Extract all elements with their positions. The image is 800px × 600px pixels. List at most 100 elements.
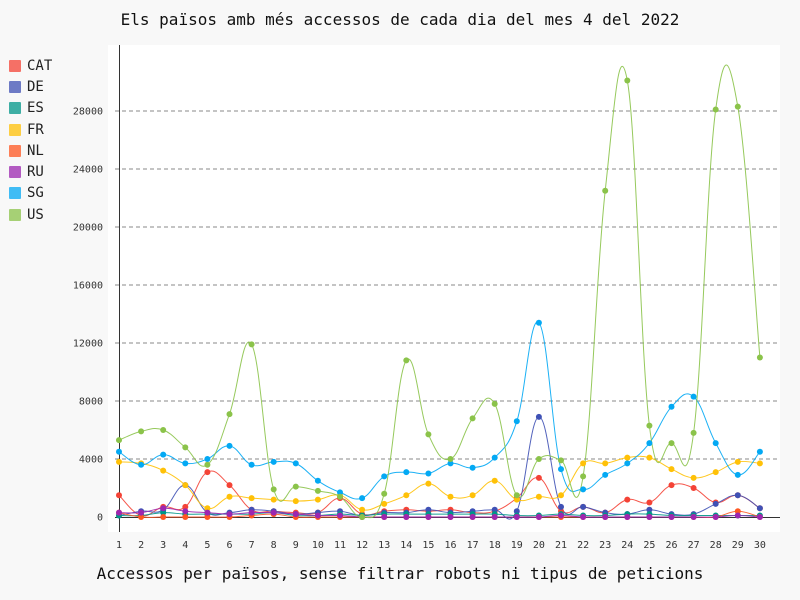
data-point-sg[interactable] [292, 460, 299, 467]
data-point-sg[interactable] [138, 461, 145, 468]
data-point-us[interactable] [491, 400, 498, 407]
data-point-sg[interactable] [359, 495, 366, 502]
legend-item-fr[interactable]: FR [9, 119, 52, 140]
data-point-sg[interactable] [712, 440, 719, 447]
data-point-nl[interactable] [182, 514, 189, 520]
data-point-us[interactable] [535, 456, 542, 462]
data-point-ru[interactable] [314, 512, 321, 519]
data-point-de[interactable] [491, 506, 498, 513]
data-point-ru[interactable] [425, 514, 432, 520]
data-point-ru[interactable] [624, 514, 631, 520]
legend-item-us[interactable]: US [9, 204, 52, 225]
data-point-cat[interactable] [690, 485, 697, 491]
data-point-de[interactable] [580, 503, 587, 510]
data-point-us[interactable] [182, 444, 189, 451]
data-point-us[interactable] [292, 483, 299, 490]
data-point-fr[interactable] [712, 469, 719, 476]
data-point-nl[interactable] [138, 514, 145, 520]
data-point-us[interactable] [602, 187, 609, 194]
data-point-cat[interactable] [204, 469, 211, 476]
data-point-fr[interactable] [535, 493, 542, 500]
data-point-cat[interactable] [116, 492, 122, 499]
data-point-nl[interactable] [734, 508, 741, 515]
data-point-sg[interactable] [513, 418, 520, 425]
data-point-fr[interactable] [580, 460, 587, 467]
data-point-sg[interactable] [381, 473, 388, 480]
data-point-cat[interactable] [668, 482, 675, 489]
data-point-ru[interactable] [756, 514, 763, 520]
data-point-fr[interactable] [270, 496, 277, 503]
data-point-sg[interactable] [491, 454, 498, 461]
data-point-fr[interactable] [690, 474, 697, 481]
data-point-us[interactable] [381, 490, 388, 497]
data-point-fr[interactable] [734, 458, 741, 465]
legend-item-ru[interactable]: RU [9, 161, 52, 182]
data-point-sg[interactable] [226, 442, 233, 449]
data-point-fr[interactable] [160, 467, 167, 474]
data-point-sg[interactable] [182, 460, 189, 467]
data-point-us[interactable] [646, 422, 653, 429]
data-point-sg[interactable] [116, 448, 122, 455]
data-point-ru[interactable] [602, 514, 609, 520]
data-point-sg[interactable] [469, 464, 476, 471]
data-point-us[interactable] [226, 411, 233, 418]
data-point-fr[interactable] [226, 493, 233, 500]
data-point-sg[interactable] [270, 458, 277, 465]
data-point-ru[interactable] [160, 505, 167, 512]
data-point-ru[interactable] [535, 514, 542, 520]
data-point-us[interactable] [756, 354, 763, 361]
data-point-us[interactable] [337, 493, 343, 500]
data-point-us[interactable] [314, 487, 321, 494]
data-point-ru[interactable] [491, 514, 498, 520]
data-point-ru[interactable] [580, 514, 587, 520]
data-point-fr[interactable] [182, 482, 189, 489]
data-point-sg[interactable] [425, 470, 432, 477]
data-point-cat[interactable] [646, 499, 653, 506]
data-point-ru[interactable] [116, 509, 122, 516]
data-point-nl[interactable] [204, 514, 211, 520]
data-point-us[interactable] [160, 427, 167, 433]
data-point-fr[interactable] [513, 496, 520, 503]
data-point-us[interactable] [734, 103, 741, 110]
data-point-ru[interactable] [646, 514, 653, 520]
data-point-sg[interactable] [535, 319, 542, 326]
data-point-us[interactable] [270, 486, 277, 493]
data-point-de[interactable] [535, 413, 542, 420]
data-point-de[interactable] [513, 508, 520, 515]
data-point-us[interactable] [204, 461, 211, 468]
data-point-fr[interactable] [646, 454, 653, 461]
data-point-ru[interactable] [469, 514, 476, 520]
data-point-fr[interactable] [558, 492, 564, 499]
data-point-sg[interactable] [690, 393, 697, 400]
data-point-us[interactable] [469, 415, 476, 422]
legend-item-cat[interactable]: CAT [9, 55, 52, 76]
legend-item-sg[interactable]: SG [9, 183, 52, 204]
data-point-fr[interactable] [403, 492, 410, 499]
data-point-ru[interactable] [381, 514, 388, 520]
data-point-es[interactable] [160, 509, 167, 516]
data-point-sg[interactable] [314, 477, 321, 484]
data-point-ru[interactable] [734, 512, 741, 519]
data-point-de[interactable] [646, 506, 653, 513]
data-point-cat[interactable] [182, 503, 189, 510]
data-point-ru[interactable] [204, 509, 211, 516]
data-point-sg[interactable] [624, 460, 631, 467]
data-point-us[interactable] [403, 357, 410, 364]
data-point-fr[interactable] [469, 492, 476, 499]
data-point-fr[interactable] [381, 500, 388, 507]
data-point-ru[interactable] [182, 508, 189, 515]
data-point-ru[interactable] [558, 512, 564, 519]
data-point-fr[interactable] [491, 477, 498, 484]
data-point-us[interactable] [138, 428, 145, 435]
data-point-ru[interactable] [403, 514, 410, 520]
data-point-fr[interactable] [116, 458, 122, 465]
data-point-cat[interactable] [624, 496, 631, 503]
data-point-fr[interactable] [292, 498, 299, 505]
data-point-us[interactable] [513, 492, 520, 499]
data-point-us[interactable] [690, 429, 697, 436]
data-point-ru[interactable] [712, 514, 719, 520]
data-point-fr[interactable] [624, 454, 631, 461]
data-point-ru[interactable] [138, 509, 145, 516]
data-point-fr[interactable] [359, 506, 366, 513]
data-point-sg[interactable] [403, 469, 410, 476]
